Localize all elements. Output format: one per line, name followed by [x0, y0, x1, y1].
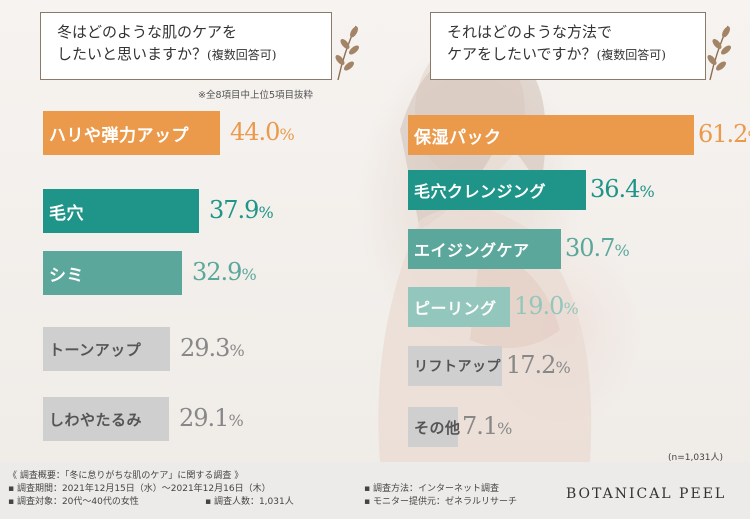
bar-label-1-4: リフトアップ: [414, 359, 501, 375]
bar-label-1-5: その他: [414, 418, 461, 437]
bar-1-4: リフトアップ: [408, 346, 502, 386]
bar-1-1: 毛穴クレンジング: [408, 170, 586, 210]
left-question-line2: したいと思いますか？: [57, 45, 208, 63]
value-label-1-3: 19.0%: [514, 292, 579, 320]
value-label-0-1: 37.9%: [209, 196, 274, 224]
bar-0-1: 毛穴: [43, 189, 199, 233]
left-note: ※全8項目中上位5項目抜粋: [198, 90, 314, 101]
bar-label-0-3: トーンアップ: [49, 340, 142, 359]
bar-1-2: エイジングケア: [408, 229, 561, 269]
value-label-0-0: 44.0%: [230, 118, 295, 146]
bar-label-1-0: 保湿パック: [414, 127, 502, 148]
bar-1-5: その他: [408, 407, 461, 447]
brand-logo: BOTANICAL PEEL: [566, 486, 727, 502]
survey-method: ▪ 調査方法：インターネット調査: [364, 484, 499, 494]
value-label-1-0: 61.2%: [698, 120, 750, 148]
right-question-line2: ケアをしたいですか？: [447, 45, 597, 63]
left-question-note: (複数回答可): [207, 48, 277, 62]
value-label-0-2: 32.9%: [192, 258, 257, 286]
left-question-box: 冬はどのような肌のケアを したいと思いますか？(複数回答可): [40, 12, 332, 80]
value-label-1-4: 17.2%: [506, 351, 571, 379]
bar-0-3: トーンアップ: [43, 327, 170, 371]
bar-label-1-2: エイジングケア: [414, 241, 530, 260]
right-question-box: それはどのような方法で ケアをしたいですか？(複数回答可): [430, 12, 706, 80]
survey-period: ▪ 調査期間：2021年12月15日（水）～2021年12月16日（木）: [8, 484, 271, 494]
value-label-1-5: 7.1%: [462, 412, 512, 440]
right-question-note: (複数回答可): [596, 48, 666, 62]
value-label-0-4: 29.1%: [179, 404, 244, 432]
bar-1-0: 保湿パック: [408, 115, 694, 155]
left-question-line1: 冬はどのような肌のケアを: [57, 23, 238, 41]
footer: [0, 462, 750, 519]
sample-size: (n=1,031人): [668, 453, 724, 463]
bar-0-2: シミ: [43, 251, 182, 295]
survey-overview: 《 調査概要：「冬に怠りがちな肌のケア」に関する調査 》: [8, 471, 244, 481]
survey-target: ▪ 調査対象：20代～40代の女性: [8, 497, 139, 507]
bar-label-1-1: 毛穴クレンジング: [414, 182, 547, 201]
leaf-sprig-icon: [707, 25, 731, 81]
bar-label-0-1: 毛穴: [49, 203, 84, 224]
bar-1-3: ピーリング: [408, 287, 510, 327]
survey-provider: ▪ モニター提供元：ゼネラルリサーチ: [364, 497, 517, 507]
bar-label-0-4: しわやたるみ: [49, 410, 143, 429]
bar-label-0-0: ハリや弾力アップ: [49, 125, 189, 146]
value-label-1-2: 30.7%: [565, 234, 630, 262]
bar-0-0: ハリや弾力アップ: [43, 111, 220, 155]
bar-0-4: しわやたるみ: [43, 397, 169, 441]
right-question-line1: それはどのような方法で: [447, 23, 613, 41]
leaf-sprig-icon: [335, 25, 359, 81]
bar-label-1-3: ピーリング: [414, 299, 497, 318]
value-label-1-1: 36.4%: [590, 175, 655, 203]
survey-count: ▪ 調査人数：1,031人: [205, 497, 294, 507]
value-label-0-3: 29.3%: [180, 334, 245, 362]
bar-label-0-2: シミ: [49, 265, 84, 286]
